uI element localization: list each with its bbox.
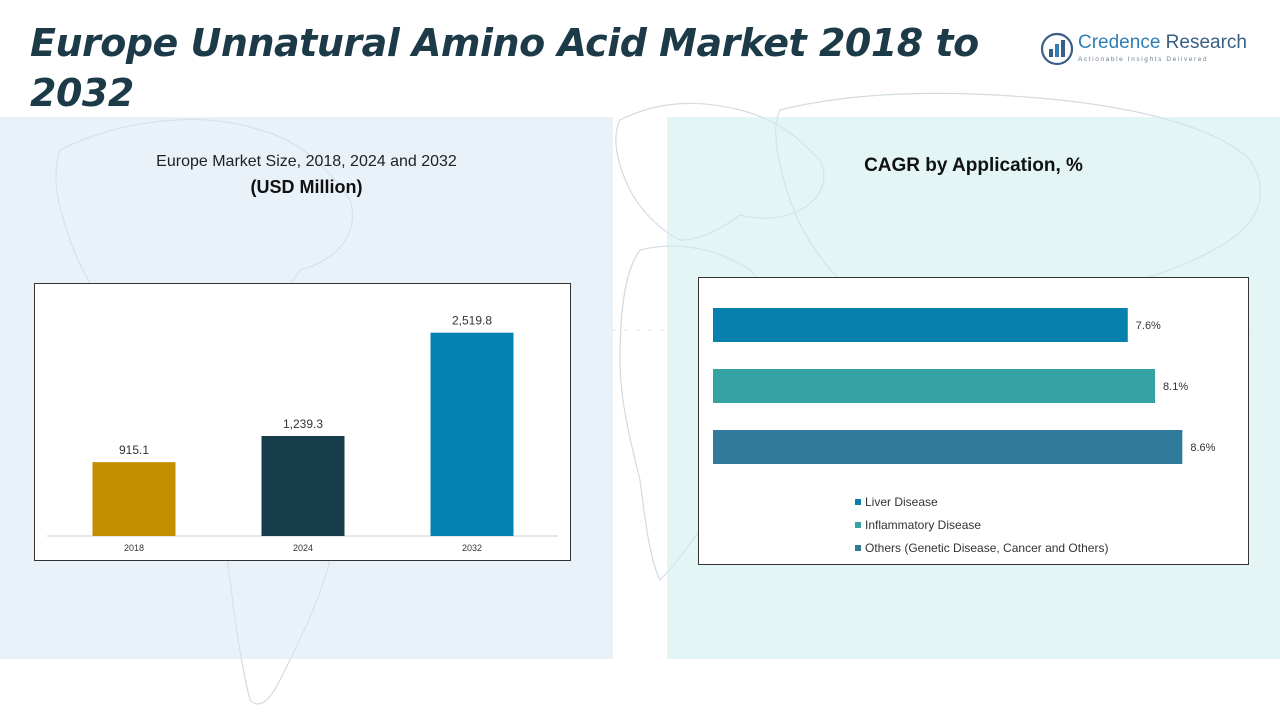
bar-chart-logo-icon xyxy=(1040,32,1074,66)
legend-swatch xyxy=(855,498,861,505)
cagr-value-label: 8.6% xyxy=(1190,442,1215,454)
logo-name: Credence Research xyxy=(1078,32,1247,54)
legend-label: Others (Genetic Disease, Cancer and Othe… xyxy=(865,540,1109,555)
market-size-subtitle: Europe Market Size, 2018, 2024 and 2032 xyxy=(156,153,457,170)
cagr-bar-2 xyxy=(713,369,1156,403)
legend-swatch xyxy=(855,521,861,528)
cagr-title: CAGR by Application, % xyxy=(864,155,1083,176)
x-tick-label: 2018 xyxy=(124,543,144,553)
legend-item: Liver Disease xyxy=(855,490,1108,513)
page-title: Europe Unnatural Amino Acid Market 2018 … xyxy=(30,21,979,115)
legend-label: Liver Disease xyxy=(865,494,938,509)
bar-value-label: 1,239.3 xyxy=(283,417,323,431)
cagr-horizontal-bar-chart: 7.6% 8.1% 8.6% xyxy=(698,277,1249,565)
cagr-bar-svg: 7.6% 8.1% 8.6% xyxy=(713,308,1216,464)
bar-2032 xyxy=(430,332,514,536)
bar-2018 xyxy=(92,462,176,536)
logo-tagline: Actionable Insights Delivered xyxy=(1078,56,1209,63)
x-tick-label: 2024 xyxy=(293,543,313,553)
bar-value-label: 915.1 xyxy=(119,443,149,457)
market-size-bar-svg: 915.1 2018 1,239.3 2024 2,519.8 2032 xyxy=(47,314,558,553)
logo-name-rest: Research xyxy=(1160,32,1247,53)
logo-name-strong: Credence xyxy=(1078,32,1161,53)
legend-label: Inflammatory Disease xyxy=(865,517,982,532)
cagr-value-label: 8.1% xyxy=(1163,381,1188,393)
cagr-legend: Liver Disease Inflammatory Disease Others … xyxy=(855,490,1108,559)
legend-item: Inflammatory Disease xyxy=(855,513,1108,536)
x-tick-label: 2032 xyxy=(462,543,482,553)
cagr-bar-1 xyxy=(713,308,1128,342)
bar-2024 xyxy=(261,436,345,536)
cagr-value-label: 7.6% xyxy=(1136,320,1161,332)
market-size-bar-chart: 915.1 2018 1,239.3 2024 2,519.8 2032 xyxy=(34,283,571,561)
legend-item: Others (Genetic Disease, Cancer and Othe… xyxy=(855,536,1108,559)
bar-value-label: 2,519.8 xyxy=(452,314,492,328)
market-size-unit: (USD Million) xyxy=(250,177,363,197)
legend-swatch xyxy=(855,544,861,551)
cagr-bar-3 xyxy=(713,430,1183,464)
credence-research-logo[interactable]: Credence Research Actionable Insights De… xyxy=(1040,30,1255,70)
